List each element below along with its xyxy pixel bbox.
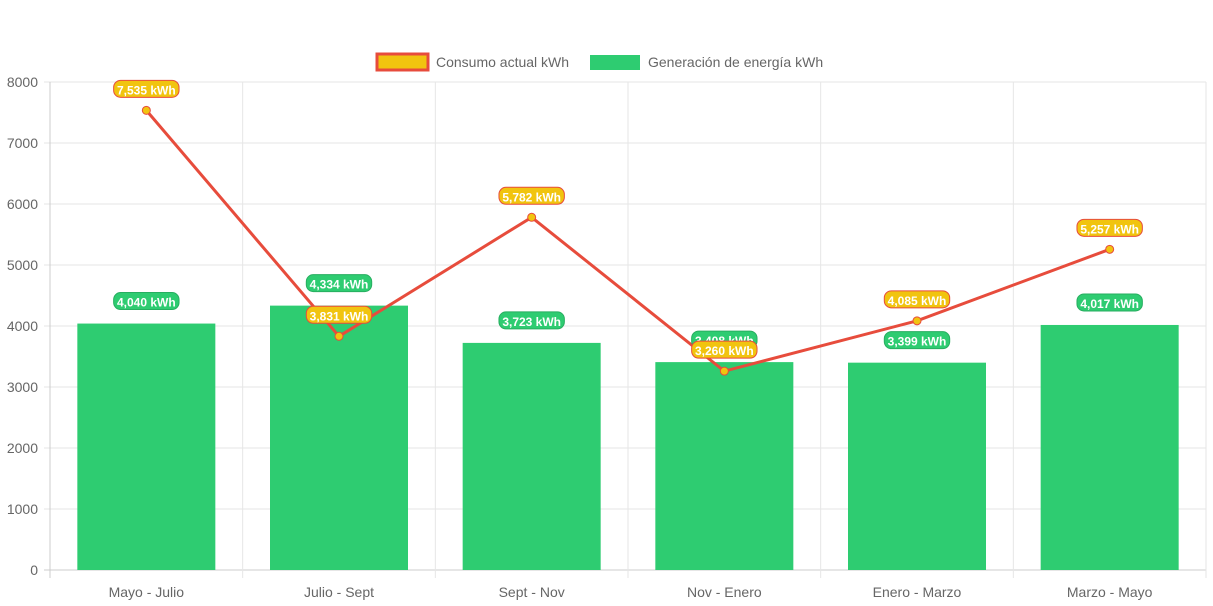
y-tick-label: 3000	[7, 379, 38, 395]
bar-data-label: 3,399 kWh	[888, 335, 947, 349]
line-point	[719, 366, 729, 376]
bar	[848, 362, 986, 570]
line-data-label-bg	[1076, 218, 1143, 237]
y-tick-label: 5000	[7, 257, 38, 273]
line-data-label-bg	[498, 186, 565, 205]
y-tick-label: 4000	[7, 318, 38, 334]
line-point	[912, 316, 922, 326]
line-data-label: 5,257 kWh	[1080, 222, 1139, 236]
line-data-label: 3,260 kWh	[695, 344, 754, 358]
line-data-label: 3,831 kWh	[310, 309, 369, 323]
line-point	[1105, 244, 1115, 254]
bar-data-label: 4,334 kWh	[310, 278, 369, 292]
y-tick-label: 0	[30, 562, 38, 578]
y-tick-label: 7000	[7, 135, 38, 151]
bar	[77, 323, 216, 570]
x-tick-label: Marzo - Mayo	[1067, 584, 1153, 600]
bar-data-label-bg	[113, 292, 180, 311]
bar-data-label: 4,017 kWh	[1080, 297, 1139, 311]
line-series	[145, 109, 1111, 373]
x-tick-label: Sept - Nov	[499, 584, 565, 600]
legend-label-consumo: Consumo actual kWh	[436, 54, 569, 70]
line-data-label-bg	[113, 79, 180, 98]
bar-data-label-bg	[883, 331, 951, 350]
line-data-label-bg	[691, 340, 758, 359]
bar	[655, 362, 794, 570]
y-tick-label: 6000	[7, 196, 38, 212]
bar-data-label-bg	[305, 274, 373, 293]
bar-data-label-bg	[498, 311, 565, 330]
line-data-label: 7,535 kWh	[117, 83, 176, 97]
line-point	[527, 212, 537, 222]
bar	[270, 305, 408, 570]
y-tick-label: 1000	[7, 501, 38, 517]
line-data-label-bg	[305, 305, 373, 324]
y-tick-label: 8000	[7, 74, 38, 90]
bar-data-label-bg	[1076, 293, 1143, 312]
bar-data-label: 4,040 kWh	[117, 296, 176, 310]
line-point	[334, 331, 344, 341]
y-tick-label: 2000	[7, 440, 38, 456]
line-data-label: 4,085 kWh	[888, 294, 947, 308]
bar	[462, 342, 601, 570]
x-tick-label: Julio - Sept	[304, 584, 374, 600]
legend-label-generacion: Generación de energía kWh	[648, 54, 823, 70]
legend-swatch-consumo	[375, 52, 430, 72]
x-tick-label: Nov - Enero	[687, 584, 762, 600]
line-data-label: 5,782 kWh	[502, 190, 561, 204]
x-tick-label: Mayo - Julio	[109, 584, 185, 600]
line-data-label-bg	[883, 290, 951, 309]
bar-data-label: 3,723 kWh	[502, 315, 561, 329]
legend-swatch-generacion	[590, 55, 640, 70]
x-tick-label: Enero - Marzo	[873, 584, 962, 600]
bar	[1040, 324, 1179, 570]
line-point	[141, 105, 151, 115]
